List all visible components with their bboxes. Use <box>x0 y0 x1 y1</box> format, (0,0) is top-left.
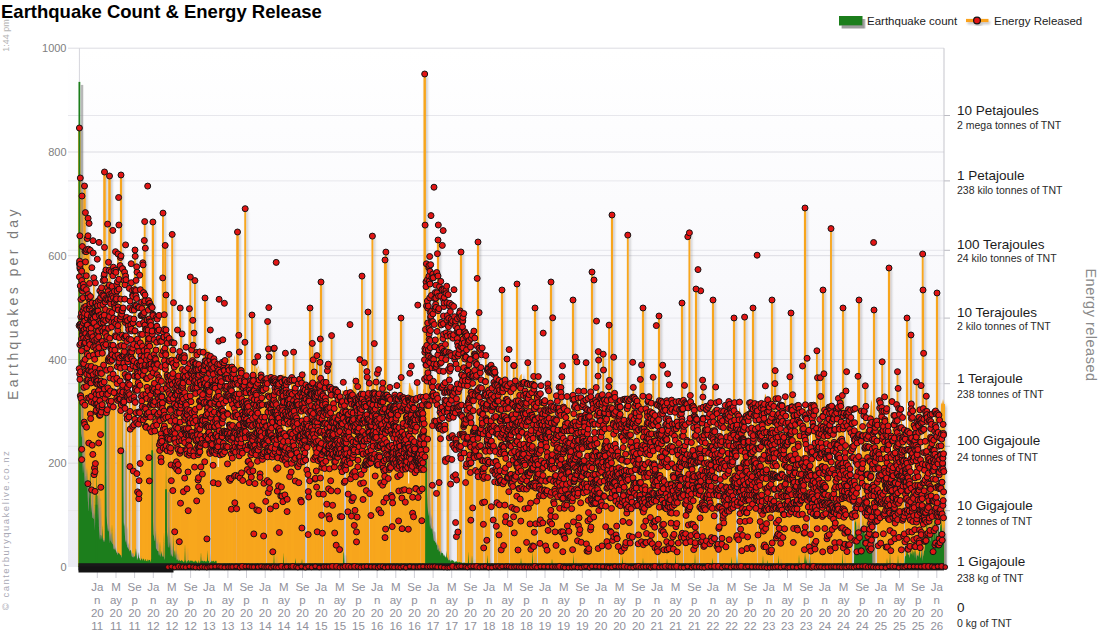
svg-text:0: 0 <box>60 561 66 573</box>
svg-text:600: 600 <box>48 250 66 262</box>
svg-text:May2015: May2015 <box>333 581 346 632</box>
svg-text:Jan2018: Jan2018 <box>483 581 496 632</box>
svg-text:10 Terajoules: 10 Terajoules <box>957 305 1037 320</box>
svg-text:May2021: May2021 <box>669 581 682 632</box>
svg-text:1 Terajoule: 1 Terajoule <box>957 371 1023 386</box>
svg-text:24 tonnes of TNT: 24 tonnes of TNT <box>957 451 1039 463</box>
svg-text:Jan2017: Jan2017 <box>427 581 440 632</box>
svg-text:Earthquakes per day: Earthquakes per day <box>5 206 21 400</box>
svg-text:Jan2021: Jan2021 <box>651 581 664 632</box>
svg-text:May2023: May2023 <box>781 581 794 632</box>
svg-text:1000: 1000 <box>42 42 66 54</box>
svg-text:Jan2012: Jan2012 <box>147 581 160 632</box>
svg-text:0: 0 <box>957 600 965 615</box>
svg-text:Sep2023: Sep2023 <box>799 581 813 632</box>
svg-text:Jan2016: Jan2016 <box>371 581 384 632</box>
svg-text:2 tonnes of TNT: 2 tonnes of TNT <box>957 515 1033 527</box>
svg-text:2 mega tonnes of TNT: 2 mega tonnes of TNT <box>957 119 1062 131</box>
svg-text:May2025: May2025 <box>893 581 906 632</box>
svg-text:Sep2015: Sep2015 <box>351 581 365 632</box>
svg-text:May2019: May2019 <box>557 581 570 632</box>
svg-text:24 kilo tonnes of TNT: 24 kilo tonnes of TNT <box>957 252 1057 264</box>
svg-text:200: 200 <box>48 457 66 469</box>
svg-text:Jan2024: Jan2024 <box>818 581 831 632</box>
svg-text:100 Terajoules: 100 Terajoules <box>957 237 1045 252</box>
svg-text:Earthquake Count & Energy Rele: Earthquake Count & Energy Release <box>1 1 322 22</box>
svg-text:May2020: May2020 <box>613 581 626 632</box>
svg-text:Sep2016: Sep2016 <box>407 581 421 632</box>
svg-text:Sep2018: Sep2018 <box>519 581 533 632</box>
svg-text:Jan2025: Jan2025 <box>874 581 887 632</box>
svg-text:Jan2020: Jan2020 <box>595 581 608 632</box>
svg-text:Energy released: Energy released <box>1083 268 1099 381</box>
svg-text:238 tonnes of TNT: 238 tonnes of TNT <box>957 388 1044 400</box>
svg-text:© canterburyquakelive.co.nz: © canterburyquakelive.co.nz <box>0 450 11 611</box>
svg-text:Sep2012: Sep2012 <box>184 581 198 632</box>
svg-text:Jan2023: Jan2023 <box>763 581 776 632</box>
svg-text:238 kg of TNT: 238 kg of TNT <box>957 572 1024 584</box>
svg-text:Jan2015: Jan2015 <box>315 581 328 632</box>
svg-text:Jan2019: Jan2019 <box>539 581 552 632</box>
svg-text:1:44 pm: 1:44 pm <box>1 19 11 52</box>
svg-text:1 Petajoule: 1 Petajoule <box>957 168 1025 183</box>
svg-text:Sep2020: Sep2020 <box>631 581 645 632</box>
svg-text:May2017: May2017 <box>445 581 458 632</box>
svg-text:Sep2021: Sep2021 <box>687 581 701 632</box>
svg-text:10 Gigajoule: 10 Gigajoule <box>957 498 1033 513</box>
svg-text:Jan2013: Jan2013 <box>203 581 216 632</box>
svg-text:400: 400 <box>48 354 66 366</box>
svg-text:May2011: May2011 <box>110 581 123 632</box>
svg-text:Sep2017: Sep2017 <box>463 581 477 632</box>
svg-text:Jan2026: Jan2026 <box>930 581 943 632</box>
svg-text:Sep2024: Sep2024 <box>855 581 869 632</box>
svg-text:10 Petajoules: 10 Petajoules <box>957 103 1039 118</box>
svg-text:May2018: May2018 <box>501 581 514 632</box>
svg-text:Sep2022: Sep2022 <box>743 581 757 632</box>
svg-text:Sep2013: Sep2013 <box>239 581 253 632</box>
svg-text:2 kilo tonnes of TNT: 2 kilo tonnes of TNT <box>957 320 1051 332</box>
svg-text:Jan2014: Jan2014 <box>259 581 272 632</box>
svg-text:0 kg of TNT: 0 kg of TNT <box>957 617 1012 629</box>
svg-text:100 Gigajoule: 100 Gigajoule <box>957 433 1040 448</box>
svg-text:Energy Released: Energy Released <box>994 15 1082 27</box>
svg-text:238 kilo tonnes of TNT: 238 kilo tonnes of TNT <box>957 184 1063 196</box>
svg-text:Jan2022: Jan2022 <box>707 581 720 632</box>
svg-text:May2016: May2016 <box>389 581 402 632</box>
svg-text:Earthquake count: Earthquake count <box>867 15 958 27</box>
svg-text:1 Gigajoule: 1 Gigajoule <box>957 554 1025 569</box>
svg-text:Sep2011: Sep2011 <box>128 581 142 632</box>
svg-text:May2022: May2022 <box>725 581 738 632</box>
svg-text:Sep2019: Sep2019 <box>575 581 589 632</box>
svg-text:800: 800 <box>48 146 66 158</box>
svg-text:May2013: May2013 <box>222 581 235 632</box>
svg-text:Sep2014: Sep2014 <box>295 581 309 632</box>
svg-text:Sep2025: Sep2025 <box>911 581 925 632</box>
svg-text:May2012: May2012 <box>166 581 179 632</box>
svg-text:Jan2011: Jan2011 <box>91 581 104 632</box>
